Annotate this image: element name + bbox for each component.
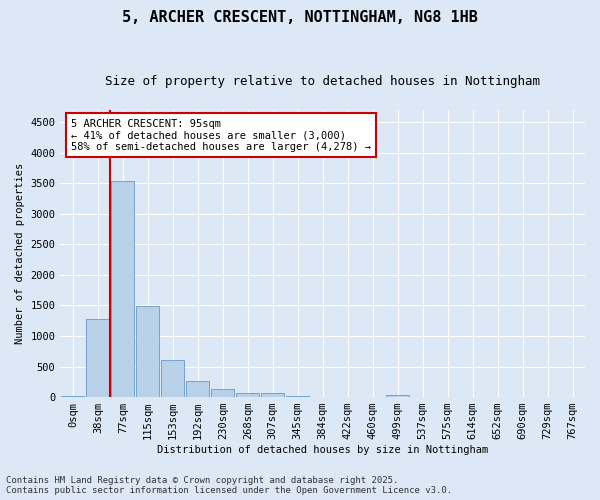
Bar: [61, 396, 85, 397]
Bar: [286, 396, 309, 397]
Y-axis label: Number of detached properties: Number of detached properties: [15, 163, 25, 344]
Bar: [187, 381, 209, 397]
Bar: [211, 389, 234, 397]
X-axis label: Distribution of detached houses by size in Nottingham: Distribution of detached houses by size …: [157, 445, 488, 455]
Bar: [112, 182, 134, 397]
Bar: [386, 396, 409, 397]
Text: Contains HM Land Registry data © Crown copyright and database right 2025.
Contai: Contains HM Land Registry data © Crown c…: [6, 476, 452, 495]
Bar: [161, 360, 184, 397]
Text: 5, ARCHER CRESCENT, NOTTINGHAM, NG8 1HB: 5, ARCHER CRESCENT, NOTTINGHAM, NG8 1HB: [122, 10, 478, 25]
Bar: [136, 306, 160, 397]
Title: Size of property relative to detached houses in Nottingham: Size of property relative to detached ho…: [105, 75, 540, 88]
Bar: [261, 394, 284, 397]
Text: 5 ARCHER CRESCENT: 95sqm
← 41% of detached houses are smaller (3,000)
58% of sem: 5 ARCHER CRESCENT: 95sqm ← 41% of detach…: [71, 118, 371, 152]
Bar: [86, 319, 109, 397]
Bar: [236, 393, 259, 397]
